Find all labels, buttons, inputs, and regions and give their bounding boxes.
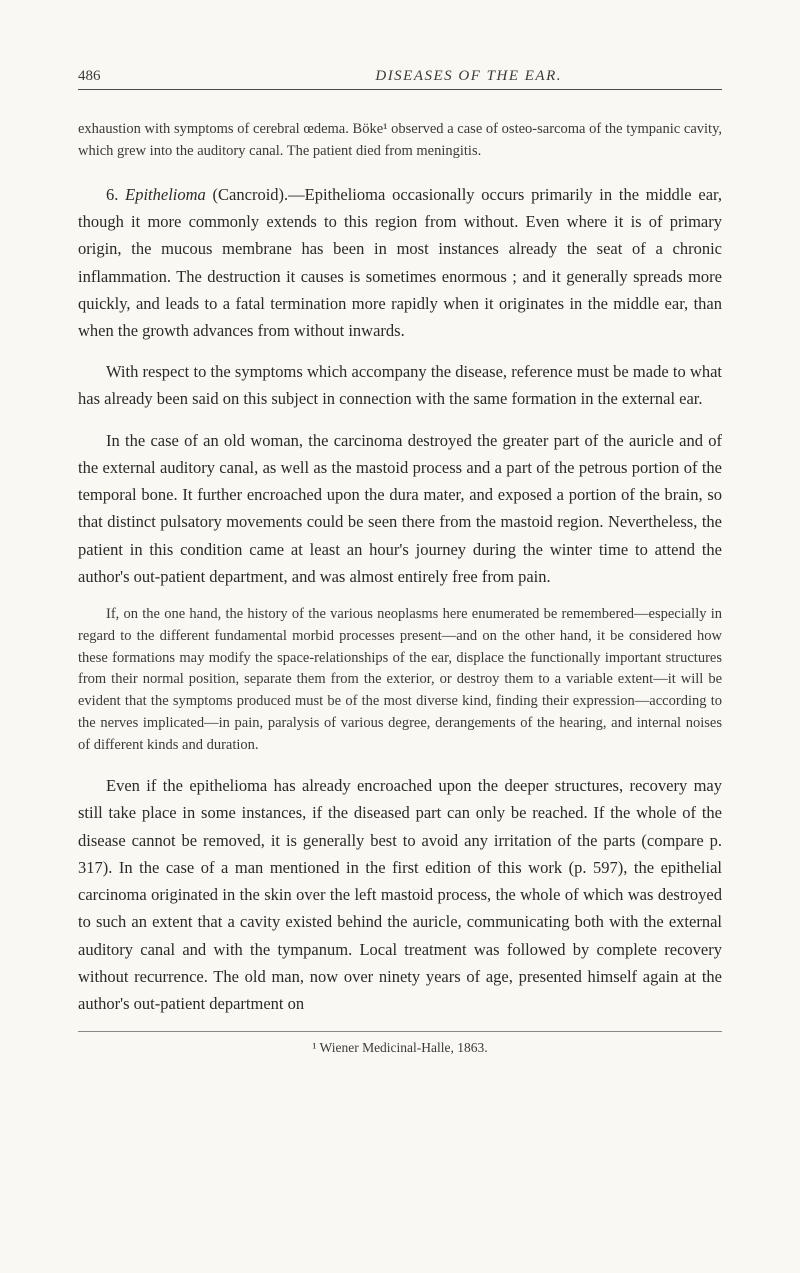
paragraph-symptoms: With respect to the symptoms which accom… [78,358,722,412]
section-number: 6. [106,185,125,204]
footnote-text: ¹ Wiener Medicinal-Halle, 1863. [78,1040,722,1056]
paragraph-intro-small: exhaustion with symptoms of cerebral œde… [78,118,722,163]
paragraph-epithelioma: 6. Epithelioma (Cancroid).—Epithelioma o… [78,181,722,344]
running-title: DISEASES OF THE EAR. [375,68,562,85]
paragraph-recovery: Even if the epithelioma has already encr… [78,772,722,1017]
footnote-divider: ¹ Wiener Medicinal-Halle, 1863. [78,1031,722,1056]
paragraph-body: (Cancroid).—Epithelioma occasionally occ… [78,185,722,340]
paragraph-case-woman: In the case of an old woman, the carcino… [78,427,722,590]
page-header: 486 DISEASES OF THE EAR. [78,68,722,90]
paragraph-neoplasms: If, on the one hand, the history of the … [78,604,722,756]
page-number: 486 [78,68,101,85]
term-epithelioma: Epithelioma [125,185,206,204]
